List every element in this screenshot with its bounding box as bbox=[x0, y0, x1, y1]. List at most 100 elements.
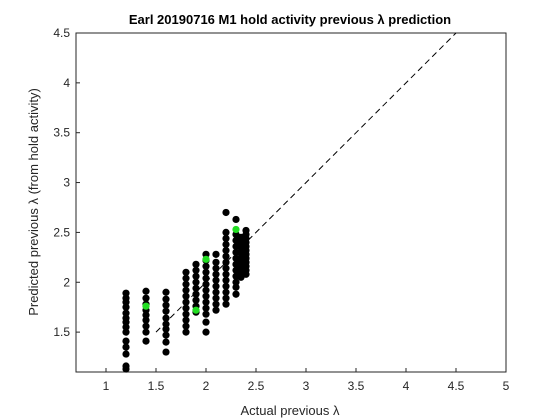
data-point bbox=[122, 289, 130, 297]
data-point bbox=[122, 337, 130, 345]
data-point bbox=[182, 304, 190, 312]
data-point bbox=[202, 280, 210, 288]
data-point bbox=[222, 264, 230, 272]
data-point bbox=[122, 309, 130, 317]
data-point bbox=[142, 287, 150, 295]
data-point bbox=[222, 276, 230, 284]
data-point bbox=[192, 284, 200, 292]
data-point bbox=[232, 290, 240, 298]
highlight-point bbox=[142, 302, 150, 310]
data-point bbox=[192, 278, 200, 286]
data-point bbox=[237, 258, 245, 266]
data-point bbox=[182, 268, 190, 276]
data-point bbox=[122, 328, 130, 336]
data-point bbox=[222, 208, 230, 217]
x-tick-label: 3.5 bbox=[348, 379, 365, 393]
data-point bbox=[182, 280, 190, 288]
data-point bbox=[142, 322, 150, 330]
data-point bbox=[222, 294, 230, 302]
data-point bbox=[212, 264, 220, 272]
data-point bbox=[192, 272, 200, 280]
y-tick-label: 4 bbox=[63, 76, 70, 90]
data-point bbox=[202, 318, 210, 326]
y-tick-label: 2 bbox=[63, 275, 70, 289]
data-point bbox=[212, 270, 220, 278]
data-point bbox=[162, 288, 170, 296]
data-point bbox=[122, 343, 130, 351]
chart-title: Earl 20190716 M1 hold activity previous … bbox=[129, 12, 451, 27]
x-tick-label: 4 bbox=[403, 379, 410, 393]
data-point bbox=[122, 350, 130, 358]
data-point bbox=[182, 316, 190, 324]
data-point bbox=[202, 274, 210, 282]
data-point bbox=[212, 288, 220, 296]
data-point bbox=[182, 274, 190, 282]
data-point bbox=[182, 292, 190, 300]
x-axis: 1 1.5 2 2.5 3 3.5 4 4.5 5 bbox=[103, 368, 510, 393]
data-point bbox=[122, 294, 130, 302]
data-point bbox=[222, 252, 230, 260]
x-tick-label: 5 bbox=[503, 379, 510, 393]
y-tick-label: 3.5 bbox=[53, 126, 70, 140]
data-point bbox=[162, 314, 170, 322]
data-point bbox=[162, 295, 170, 303]
data-point bbox=[192, 266, 200, 274]
data-point bbox=[202, 250, 210, 258]
data-point bbox=[222, 288, 230, 296]
data-point bbox=[182, 322, 190, 330]
data-point bbox=[212, 300, 220, 308]
data-point bbox=[212, 294, 220, 302]
data-point bbox=[222, 300, 230, 308]
data-point bbox=[232, 215, 240, 224]
data-point bbox=[202, 310, 210, 318]
data-point bbox=[122, 303, 130, 311]
y-axis-title: Predicted previous λ (from hold activity… bbox=[26, 88, 41, 316]
data-point bbox=[162, 348, 170, 356]
x-axis-title: Actual previous λ bbox=[241, 403, 340, 418]
highlight-point bbox=[232, 225, 240, 234]
data-point bbox=[192, 290, 200, 298]
data-point bbox=[182, 286, 190, 294]
x-tick-label: 1 bbox=[103, 379, 110, 393]
data-point bbox=[122, 323, 130, 331]
y-tick-label: 3 bbox=[63, 176, 70, 190]
data-point bbox=[232, 283, 240, 291]
data-point bbox=[162, 338, 170, 346]
data-point bbox=[122, 362, 130, 370]
data-point bbox=[212, 282, 220, 290]
x-tick-label: 1.5 bbox=[148, 379, 165, 393]
highlight-point bbox=[202, 255, 210, 263]
data-point bbox=[222, 246, 230, 254]
x-tick-label: 2 bbox=[203, 379, 210, 393]
data-point bbox=[202, 262, 210, 270]
data-point bbox=[142, 337, 150, 345]
data-point bbox=[162, 307, 170, 315]
data-point bbox=[212, 306, 220, 314]
data-point bbox=[212, 258, 220, 266]
highlight-point bbox=[192, 306, 200, 314]
data-point bbox=[162, 301, 170, 309]
data-point bbox=[142, 311, 150, 319]
data-points bbox=[122, 208, 250, 373]
data-point bbox=[232, 278, 240, 286]
data-point bbox=[202, 268, 210, 276]
data-point bbox=[222, 270, 230, 278]
data-point bbox=[242, 226, 250, 235]
y-tick-label: 1.5 bbox=[53, 325, 70, 339]
data-point bbox=[122, 314, 130, 322]
data-point bbox=[222, 240, 230, 248]
data-point bbox=[162, 331, 170, 339]
y-tick-label: 4.5 bbox=[53, 26, 70, 40]
y-tick-label: 2.5 bbox=[53, 225, 70, 239]
data-point bbox=[202, 292, 210, 300]
data-point bbox=[162, 325, 170, 333]
data-point bbox=[232, 248, 240, 256]
data-point bbox=[162, 320, 170, 328]
data-point bbox=[202, 328, 210, 336]
data-point bbox=[142, 316, 150, 324]
data-point bbox=[237, 238, 245, 246]
plot-area bbox=[75, 32, 507, 373]
data-point bbox=[142, 328, 150, 336]
highlight-points bbox=[142, 225, 240, 314]
